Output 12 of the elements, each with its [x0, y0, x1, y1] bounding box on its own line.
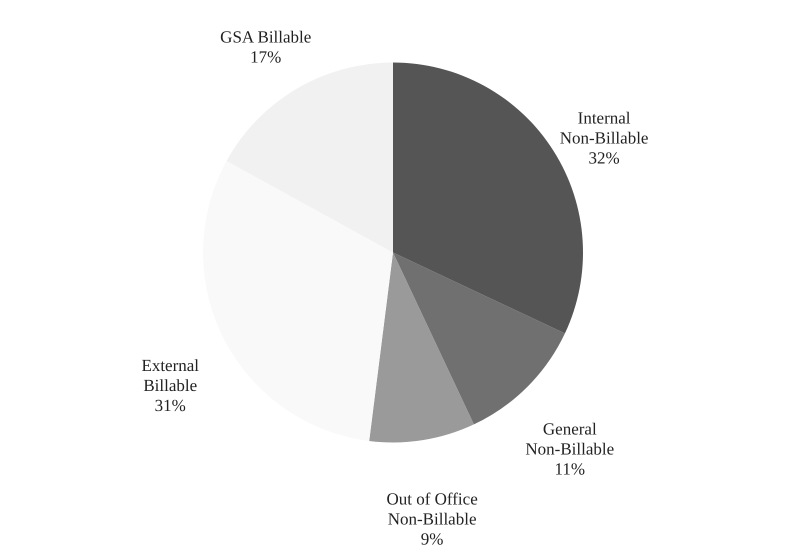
data-label: 32%: [588, 148, 620, 168]
data-label: 17%: [250, 47, 282, 66]
pie-slice: [369, 252, 474, 442]
slice-label: Out of Office Non-Billable: [386, 489, 478, 528]
slice-label: Internal Non-Billable: [560, 108, 648, 148]
slice-label: General Non-Billable: [525, 419, 614, 458]
pie-slice: [393, 252, 565, 424]
slice-label: GSA Billable: [220, 27, 312, 46]
data-label: 9%: [420, 529, 444, 548]
data-label: 11%: [554, 459, 586, 478]
data-label: 31%: [154, 396, 186, 415]
slice-label: External Billable: [141, 356, 200, 395]
